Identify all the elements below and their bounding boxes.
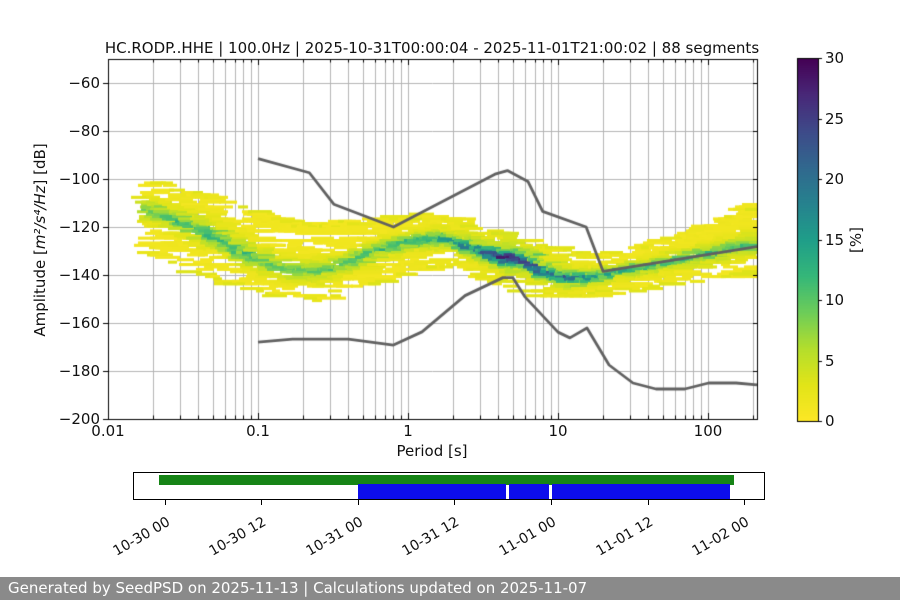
y-tick-label: −80 xyxy=(68,122,100,140)
x-tick-label: 10 xyxy=(548,422,568,440)
colorbar-tick-label: 5 xyxy=(825,351,835,370)
timeline-data-coverage-segment xyxy=(159,475,735,485)
y-tick-label: −160 xyxy=(58,314,100,332)
y-tick-label: −200 xyxy=(58,410,100,428)
timeline-tick xyxy=(647,500,649,505)
x-tick-label: 100 xyxy=(693,422,723,440)
timeline-psd-coverage-segment xyxy=(552,484,730,499)
footer-bar: Generated by SeedPSD on 2025-11-13 | Cal… xyxy=(0,577,900,600)
timeline-psd-coverage-segment xyxy=(509,484,549,499)
timeline-tick xyxy=(454,500,456,505)
colorbar-tick-label: 0 xyxy=(825,412,835,430)
timeline-psd-coverage-segment xyxy=(358,484,507,499)
y-tick-label: −180 xyxy=(58,362,100,380)
timeline-tick xyxy=(551,500,552,505)
y-tick-label: −60 xyxy=(68,74,100,92)
timeline-tick xyxy=(164,500,166,505)
y-axis-title: Amplitude [m²/s⁴/Hz] [dB] xyxy=(31,143,49,337)
timeline-tick xyxy=(744,500,746,505)
timeline-tick-labels: 10-30 00 10-30 12 10-31 00 10-31 12 11-01 00… xyxy=(110,499,765,559)
y-tick-label: −120 xyxy=(58,218,100,236)
timeline-tick xyxy=(357,500,359,505)
timeline-availability-bar xyxy=(133,472,765,500)
x-tick-label: 1 xyxy=(403,422,413,440)
x-tick-label: 0.1 xyxy=(246,422,270,440)
plot-title: HC.RODP..HHE | 100.0Hz | 2025-10-31T00:0… xyxy=(104,39,760,57)
colorbar-tick-label: 25 xyxy=(825,109,845,128)
colorbar-tick-label: 15 xyxy=(825,230,845,249)
colorbar-tick-label: 30 xyxy=(825,49,845,67)
colorbar-title: [%] xyxy=(847,227,865,253)
colorbar-tick-label: 10 xyxy=(825,291,845,309)
y-tick-label: −100 xyxy=(58,170,100,188)
y-tick-label: −140 xyxy=(58,266,100,284)
colorbar-tick-label: 20 xyxy=(825,170,845,188)
x-axis-title: Period [s] xyxy=(396,442,468,460)
timeline-tick xyxy=(261,500,263,505)
footer-text: Generated by SeedPSD on 2025-11-13 | Cal… xyxy=(8,579,588,597)
x-tick-label: 0.01 xyxy=(91,422,125,440)
